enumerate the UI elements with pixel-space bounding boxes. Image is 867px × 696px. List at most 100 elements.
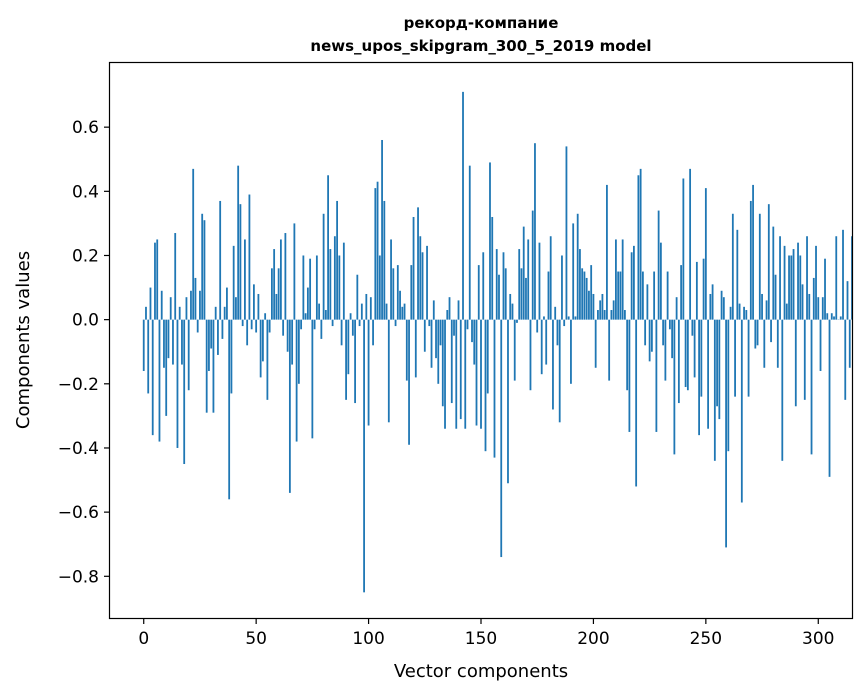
bar-component-246: [695, 261, 698, 320]
bar-component-86: [336, 200, 338, 320]
bar-component-80: [322, 213, 325, 320]
bar-component-196: [583, 271, 586, 320]
bar-component-26: [201, 213, 204, 320]
bar-component-234: [668, 319, 671, 330]
bar-component-271: [752, 184, 754, 320]
bar-component-36: [223, 306, 226, 320]
bar-component-25: [199, 290, 201, 320]
bar-component-159: [500, 319, 503, 558]
bar-component-11: [167, 319, 170, 359]
bar-component-212: [619, 271, 622, 320]
bar-component-20: [187, 319, 190, 391]
bar-component-93: [351, 319, 354, 336]
bar-component-3: [149, 287, 152, 320]
bar-component-209: [612, 300, 615, 320]
bar-component-37: [226, 287, 228, 320]
y-tick-label: 0.2: [72, 246, 99, 266]
bar-component-23: [194, 277, 197, 320]
bar-component-105: [378, 255, 381, 320]
bar-component-211: [617, 271, 620, 320]
bar-component-260: [727, 319, 730, 452]
bar-component-27: [203, 220, 206, 320]
bar-component-256: [718, 319, 721, 420]
bar-component-87: [338, 255, 341, 320]
bar-component-141: [459, 319, 462, 420]
bar-component-108: [385, 303, 388, 320]
bar-component-53: [262, 319, 264, 362]
bar-component-311: [842, 229, 844, 320]
bar-component-81: [324, 310, 327, 320]
bar-component-78: [318, 303, 321, 320]
bar-component-77: [315, 255, 318, 320]
bar-component-61: [279, 239, 282, 320]
bar-component-160: [502, 252, 505, 320]
bar-component-28: [205, 319, 208, 413]
bar-component-118: [408, 319, 410, 445]
bar-component-308: [835, 236, 838, 320]
bar-component-73: [306, 287, 309, 320]
bar-component-110: [390, 239, 392, 320]
bar-component-112: [394, 319, 397, 327]
bar-component-102: [372, 319, 374, 346]
bar-component-302: [821, 297, 824, 320]
bar-component-235: [671, 319, 674, 359]
bar-component-242: [686, 319, 689, 391]
bar-component-286: [785, 303, 788, 320]
y-tick-label: 0.4: [72, 182, 99, 202]
bar-component-130: [435, 319, 437, 359]
bar-component-76: [313, 319, 316, 330]
bar-component-39: [230, 319, 233, 394]
bar-component-313: [846, 281, 849, 320]
bar-component-295: [806, 236, 808, 320]
bar-component-298: [812, 277, 815, 320]
bar-component-111: [392, 268, 395, 320]
bar-component-17: [181, 319, 183, 365]
bar-component-193: [576, 213, 579, 320]
bar-component-164: [511, 303, 514, 320]
bar-component-167: [518, 249, 521, 320]
bar-component-219: [635, 319, 638, 487]
bar-component-264: [736, 229, 739, 320]
bar-component-35: [221, 319, 224, 339]
y-tick-label: 0.6: [72, 118, 99, 138]
bar-component-50: [255, 319, 258, 333]
bar-component-217: [630, 252, 633, 320]
bar-component-198: [588, 290, 590, 320]
bar-component-42: [237, 165, 240, 320]
bar-component-215: [626, 319, 629, 391]
bar-component-46: [246, 319, 249, 346]
bar-component-57: [270, 268, 273, 320]
bar-component-239: [680, 265, 683, 320]
bar-component-14: [174, 233, 177, 320]
bar-component-224: [646, 284, 649, 320]
bar-component-62: [282, 319, 285, 336]
bar-component-165: [513, 319, 516, 381]
bar-component-236: [673, 319, 676, 455]
bar-component-241: [684, 319, 687, 388]
bar-component-301: [819, 319, 822, 371]
bar-component-32: [214, 306, 217, 320]
bar-component-92: [349, 313, 352, 320]
bar-component-65: [288, 319, 291, 493]
bar-component-134: [444, 319, 446, 429]
bar-component-106: [381, 139, 383, 320]
bar-component-100: [367, 319, 370, 426]
bar-component-269: [747, 319, 750, 397]
bar-component-305: [828, 319, 831, 477]
bar-component-287: [788, 255, 790, 320]
bar-component-248: [700, 319, 703, 397]
bar-component-166: [516, 319, 518, 323]
bar-component-177: [540, 319, 543, 375]
bar-component-304: [826, 313, 829, 320]
bar-component-101: [369, 297, 372, 320]
bar-component-64: [286, 319, 289, 352]
bar-component-170: [525, 277, 527, 320]
bar-component-133: [441, 319, 444, 407]
bar-component-254: [713, 319, 716, 461]
bar-component-94: [354, 319, 356, 404]
bar-component-171: [527, 239, 530, 320]
bar-component-284: [781, 319, 784, 461]
bar-component-182: [552, 319, 554, 410]
bar-component-277: [765, 300, 768, 320]
bar-component-272: [754, 319, 757, 349]
